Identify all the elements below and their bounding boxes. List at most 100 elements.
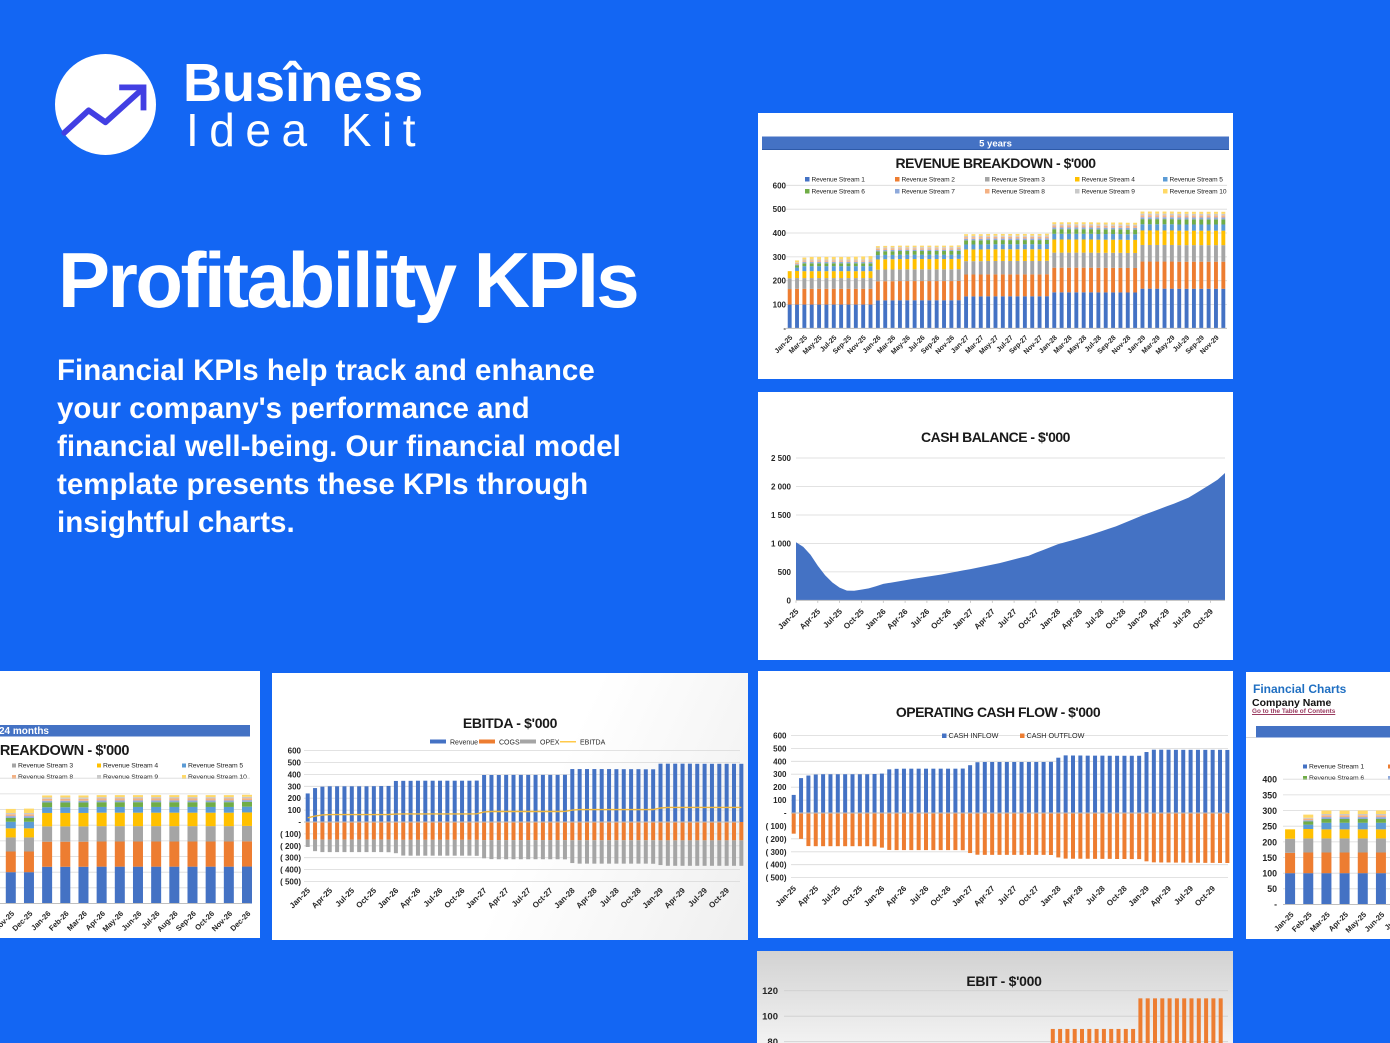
svg-text:Revenue Stream 3: Revenue Stream 3 (992, 177, 1046, 184)
svg-text:300: 300 (773, 770, 787, 779)
svg-text:( 400): ( 400) (766, 861, 787, 870)
svg-text:( 200): ( 200) (766, 835, 787, 844)
svg-text:Oct-26: Oct-26 (929, 607, 953, 631)
svg-text:80: 80 (767, 1037, 778, 1043)
svg-text:200: 200 (288, 794, 302, 803)
svg-text:Jul-28: Jul-28 (1083, 607, 1106, 630)
svg-text:Revenue Stream 6: Revenue Stream 6 (1309, 775, 1364, 782)
svg-text:Apr-25: Apr-25 (796, 884, 821, 909)
svg-text:Revenue Stream 5: Revenue Stream 5 (188, 763, 243, 770)
svg-text:-: - (1274, 900, 1277, 910)
svg-text:OPERATING CASH FLOW - $'000: OPERATING CASH FLOW - $'000 (896, 704, 1101, 720)
svg-text:100: 100 (762, 1012, 778, 1023)
svg-text:300: 300 (773, 253, 787, 262)
svg-text:Dec-26: Dec-26 (228, 909, 252, 933)
svg-text:Oct-29: Oct-29 (707, 886, 731, 910)
svg-text:Jul-26: Jul-26 (422, 886, 445, 909)
svg-text:Oct-27: Oct-27 (531, 886, 555, 910)
svg-text:24 months: 24 months (0, 726, 49, 737)
svg-text:Oct-26: Oct-26 (929, 884, 953, 908)
svg-text:Revenue Stream 8: Revenue Stream 8 (18, 774, 73, 781)
svg-text:( 100): ( 100) (766, 822, 787, 831)
svg-text:Revenue Stream 6: Revenue Stream 6 (812, 189, 866, 196)
svg-text:Jan-26: Jan-26 (862, 884, 887, 909)
svg-text:Revenue Stream 10: Revenue Stream 10 (188, 774, 247, 781)
svg-text:400: 400 (773, 757, 787, 766)
svg-text:Apr-26: Apr-26 (884, 884, 909, 909)
svg-text:Jan-29: Jan-29 (1125, 607, 1150, 632)
svg-text:Apr-26: Apr-26 (885, 607, 910, 632)
svg-text:Oct-29: Oct-29 (1193, 884, 1217, 908)
svg-text:600: 600 (288, 747, 302, 756)
svg-text:Jan-29: Jan-29 (641, 886, 666, 911)
svg-text:400: 400 (288, 770, 302, 779)
svg-text:Jan-27: Jan-27 (464, 886, 489, 911)
svg-text:100: 100 (773, 301, 787, 310)
svg-text:Jan-26: Jan-26 (376, 886, 401, 911)
svg-text:Apr-25: Apr-25 (310, 886, 335, 911)
svg-text:( 500): ( 500) (280, 878, 301, 887)
svg-text:Apr-28: Apr-28 (574, 886, 599, 911)
svg-text:500: 500 (773, 744, 787, 753)
svg-text:( 300): ( 300) (280, 854, 301, 863)
svg-text:Jul-28: Jul-28 (598, 886, 621, 909)
svg-text:5 years: 5 years (979, 138, 1012, 149)
svg-text:Apr-25: Apr-25 (798, 607, 823, 632)
svg-text:Revenue Stream 9: Revenue Stream 9 (103, 774, 158, 781)
svg-text:Revenue Stream 9: Revenue Stream 9 (1082, 189, 1136, 196)
svg-text:Jul-29: Jul-29 (686, 886, 709, 909)
svg-text:Revenue Stream 3: Revenue Stream 3 (18, 763, 73, 770)
svg-text:CASH INFLOW: CASH INFLOW (949, 731, 999, 740)
svg-text:-: - (783, 324, 786, 333)
svg-text:2 500: 2 500 (771, 454, 792, 463)
svg-text:Apr-27: Apr-27 (972, 607, 997, 632)
svg-text:REVENUE BREAKDOWN - $'000: REVENUE BREAKDOWN - $'000 (0, 743, 129, 759)
svg-text:200: 200 (1262, 837, 1277, 847)
svg-text:1 000: 1 000 (771, 539, 792, 548)
svg-text:Jul-29: Jul-29 (1170, 607, 1193, 630)
svg-text:( 100): ( 100) (280, 830, 301, 839)
svg-text:600: 600 (773, 181, 787, 190)
svg-text:( 200): ( 200) (280, 842, 301, 851)
svg-text:Oct-29: Oct-29 (1191, 607, 1215, 631)
svg-text:Jul-27: Jul-27 (996, 607, 1019, 630)
svg-text:REVENUE BREAKDOWN - $'000: REVENUE BREAKDOWN - $'000 (895, 155, 1096, 171)
svg-text:1 500: 1 500 (771, 511, 792, 520)
svg-text:CASH BALANCE - $'000: CASH BALANCE - $'000 (921, 429, 1071, 445)
svg-text:Jul-26: Jul-26 (908, 884, 931, 907)
svg-text:100: 100 (288, 806, 302, 815)
svg-text:Jan-28: Jan-28 (1038, 884, 1063, 909)
svg-text:Jun-25: Jun-25 (1363, 910, 1387, 934)
svg-text:Jan-28: Jan-28 (1038, 607, 1063, 632)
svg-text:Revenue Stream 10: Revenue Stream 10 (1170, 189, 1227, 196)
svg-text:600: 600 (773, 732, 787, 741)
svg-text:Apr-28: Apr-28 (1060, 884, 1085, 909)
svg-text:50: 50 (1267, 884, 1277, 894)
svg-text:Apr-28: Apr-28 (1060, 607, 1085, 632)
svg-text:Revenue: Revenue (450, 740, 478, 747)
svg-text:( 500): ( 500) (766, 874, 787, 883)
svg-text:Revenue Stream 7: Revenue Stream 7 (902, 189, 956, 196)
svg-text:250: 250 (1262, 822, 1277, 832)
svg-text:Revenue Stream 1: Revenue Stream 1 (1309, 764, 1364, 771)
svg-text:Oct-27: Oct-27 (1017, 884, 1041, 908)
svg-text:400: 400 (1262, 775, 1277, 785)
svg-text:Apr-29: Apr-29 (663, 886, 688, 911)
svg-text:-: - (784, 809, 787, 818)
svg-text:Jul-25: Jul-25 (333, 886, 356, 909)
svg-text:Apr-29: Apr-29 (1147, 607, 1172, 632)
svg-text:COGS: COGS (499, 740, 520, 747)
svg-text:Jul-28: Jul-28 (1084, 884, 1107, 907)
svg-text:350: 350 (1262, 790, 1277, 800)
svg-text:Jul-25: Jul-25 (821, 607, 844, 630)
svg-text:Sep-26: Sep-26 (174, 909, 198, 933)
svg-text:Revenue Stream 4: Revenue Stream 4 (1082, 177, 1136, 184)
svg-text:Jul-27: Jul-27 (510, 886, 533, 909)
svg-text:Jul-27: Jul-27 (996, 884, 1019, 907)
svg-text:500: 500 (778, 568, 792, 577)
svg-text:Revenue Stream 5: Revenue Stream 5 (1170, 177, 1224, 184)
svg-text:Jan-25: Jan-25 (774, 884, 799, 909)
svg-text:Jan-25: Jan-25 (288, 886, 313, 911)
svg-text:Jun-26: Jun-26 (120, 909, 144, 933)
svg-text:OPEX: OPEX (540, 740, 560, 747)
